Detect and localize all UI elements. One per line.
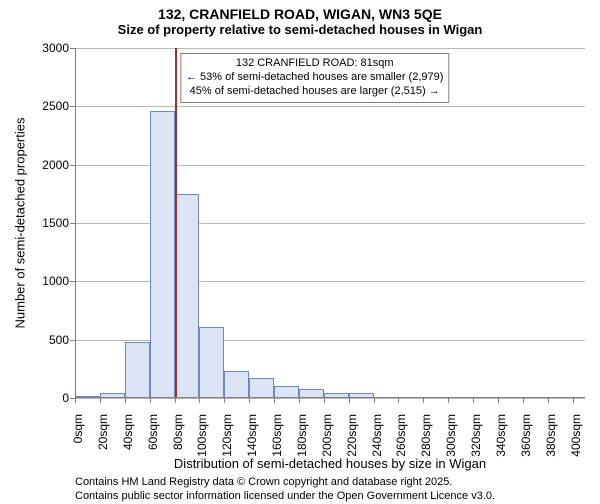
grid-line <box>75 48 585 49</box>
xtick-label: 300sqm <box>438 414 458 457</box>
xtick-mark <box>324 398 325 403</box>
x-axis-label: Distribution of semi-detached houses by … <box>75 456 585 471</box>
footer-attribution: Contains HM Land Registry data © Crown c… <box>75 476 495 504</box>
histogram-bar <box>224 371 249 398</box>
xtick-mark <box>374 398 375 403</box>
xtick-mark <box>175 398 176 403</box>
xtick-label: 0sqm <box>65 414 85 443</box>
xtick-mark <box>498 398 499 403</box>
xtick-mark <box>274 398 275 403</box>
chart-title-line1: 132, CRANFIELD ROAD, WIGAN, WN3 5QE <box>0 0 600 22</box>
chart-container: 132, CRANFIELD ROAD, WIGAN, WN3 5QE Size… <box>0 0 600 500</box>
xtick-label: 400sqm <box>563 414 583 457</box>
plot-area: 0500100015002000250030000sqm20sqm40sqm60… <box>75 48 585 398</box>
ytick-label: 2000 <box>42 158 75 172</box>
xtick-mark <box>150 398 151 403</box>
xtick-mark <box>299 398 300 403</box>
xtick-mark <box>249 398 250 403</box>
grid-line <box>75 106 585 107</box>
histogram-bar <box>249 378 274 398</box>
xtick-mark <box>398 398 399 403</box>
x-axis-line <box>75 397 585 398</box>
ytick-label: 1000 <box>42 274 75 288</box>
xtick-mark <box>125 398 126 403</box>
xtick-label: 80sqm <box>165 414 185 450</box>
y-axis-label: Number of semi-detached properties <box>13 118 28 329</box>
grid-line <box>75 398 585 399</box>
histogram-bar <box>125 342 150 398</box>
xtick-label: 120sqm <box>214 414 234 457</box>
xtick-mark <box>448 398 449 403</box>
xtick-label: 100sqm <box>189 414 209 457</box>
xtick-mark <box>199 398 200 403</box>
xtick-label: 280sqm <box>413 414 433 457</box>
xtick-label: 20sqm <box>90 414 110 450</box>
xtick-label: 220sqm <box>339 414 359 457</box>
xtick-label: 140sqm <box>239 414 259 457</box>
property-marker-line <box>175 48 177 398</box>
xtick-label: 60sqm <box>140 414 160 450</box>
xtick-mark <box>523 398 524 403</box>
chart-title-line2: Size of property relative to semi-detach… <box>0 22 600 37</box>
annotation-box: 132 CRANFIELD ROAD: 81sqm← 53% of semi-d… <box>180 53 449 102</box>
ytick-label: 0 <box>62 391 75 405</box>
xtick-mark <box>349 398 350 403</box>
xtick-label: 160sqm <box>264 414 284 457</box>
ytick-label: 500 <box>49 333 75 347</box>
footer-line1: Contains HM Land Registry data © Crown c… <box>75 476 495 490</box>
xtick-label: 200sqm <box>314 414 334 457</box>
xtick-mark <box>75 398 76 403</box>
annotation-line: 132 CRANFIELD ROAD: 81sqm <box>186 57 443 71</box>
xtick-mark <box>573 398 574 403</box>
histogram-bar <box>175 194 200 398</box>
xtick-label: 380sqm <box>538 414 558 457</box>
xtick-mark <box>100 398 101 403</box>
annotation-line: ← 53% of semi-detached houses are smalle… <box>186 71 443 85</box>
histogram-bar <box>199 327 224 398</box>
xtick-label: 320sqm <box>463 414 483 457</box>
annotation-line: 45% of semi-detached houses are larger (… <box>186 85 443 99</box>
ytick-label: 1500 <box>42 216 75 230</box>
xtick-label: 240sqm <box>364 414 384 457</box>
xtick-mark <box>548 398 549 403</box>
xtick-mark <box>224 398 225 403</box>
xtick-label: 40sqm <box>115 414 135 450</box>
y-axis-line <box>75 48 76 398</box>
footer-line2: Contains public sector information licen… <box>75 490 495 504</box>
ytick-label: 3000 <box>42 41 75 55</box>
xtick-label: 340sqm <box>488 414 508 457</box>
xtick-label: 360sqm <box>513 414 533 457</box>
histogram-bar <box>150 111 175 398</box>
xtick-label: 180sqm <box>289 414 309 457</box>
xtick-mark <box>423 398 424 403</box>
xtick-label: 260sqm <box>388 414 408 457</box>
xtick-mark <box>473 398 474 403</box>
ytick-label: 2500 <box>42 99 75 113</box>
